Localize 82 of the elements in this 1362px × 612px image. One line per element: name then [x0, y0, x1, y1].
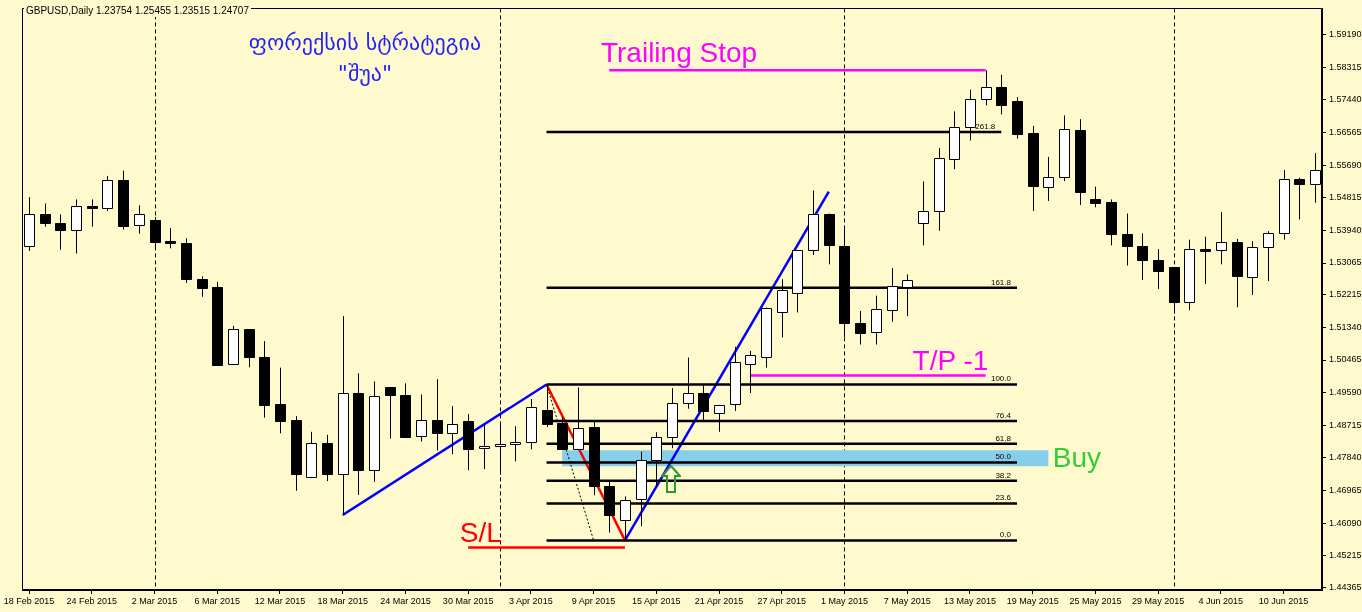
y-tick-label: 1.54815 [1329, 192, 1362, 203]
x-tick-label: 30 Mar 2015 [442, 595, 494, 606]
series-label: 38.2 [995, 470, 1012, 480]
candlestick [1263, 230, 1274, 282]
candlestick [134, 204, 145, 235]
x-tick-label: 19 May 2015 [1006, 595, 1059, 606]
series-label: 161.8 [990, 277, 1012, 287]
x-tick-label: 21 Apr 2015 [694, 595, 744, 606]
y-tick-label: 1.51340 [1329, 321, 1362, 332]
y-tick-label: 1.48715 [1329, 419, 1362, 430]
candlestick [416, 394, 427, 443]
x-tick-label: 29 May 2015 [1132, 595, 1185, 606]
y-tick-label: 1.47840 [1329, 452, 1362, 463]
y-tick-label: 1.44365 [1329, 582, 1362, 593]
candlestick [1090, 186, 1101, 208]
y-tick-label: 1.59190 [1329, 29, 1362, 39]
y-tick-label: 1.55690 [1329, 159, 1362, 170]
x-tick-label: 24 Feb 2015 [66, 595, 118, 606]
series-label: 23.6 [995, 493, 1012, 503]
y-tick-label: 1.46965 [1329, 485, 1362, 496]
candlestick [385, 386, 396, 440]
candlestick [871, 295, 882, 346]
candlestick [981, 69, 992, 106]
series-label: 100.0 [990, 374, 1012, 384]
x-tick-label: 18 Mar 2015 [317, 595, 368, 606]
x-tick-label: 1 May 2015 [820, 595, 869, 606]
candlestick [1153, 248, 1164, 290]
candlestick [1122, 213, 1133, 266]
candlestick [71, 198, 82, 254]
text: ფორექსის სტრატეგია "შუა" [247, 29, 483, 88]
series-label: 61.8 [995, 433, 1012, 443]
y-tick-label: 1.52215 [1329, 289, 1362, 300]
chart-subtitle: GBPUSD,Daily 1.23754 1.25455 1.23515 1.24707 [24, 5, 251, 17]
y-tick-label: 1.53940 [1329, 224, 1362, 235]
candlestick [432, 378, 443, 451]
candlestick [1137, 232, 1148, 281]
candlestick [55, 213, 66, 251]
annotation: Trailing Stop [600, 37, 758, 69]
candlestick [1200, 236, 1211, 285]
candlestick [510, 425, 521, 462]
candlestick [479, 424, 490, 470]
candlestick [996, 74, 1007, 115]
candlestick [275, 367, 286, 434]
x-tick-label: 7 May 2015 [883, 595, 931, 606]
x-tick-label: 6 Mar 2015 [194, 595, 240, 606]
candlestick [87, 198, 98, 228]
x-tick-label: 10 Jun 2015 [1258, 595, 1309, 606]
series-label: 0.0 [999, 530, 1012, 540]
x-tick-label: 18 Feb 2015 [3, 595, 55, 606]
series-label: 50.0 [995, 452, 1012, 462]
y-tick-label: 1.58315 [1329, 61, 1362, 72]
series-label: 76.4 [995, 411, 1012, 420]
candlestick [855, 310, 866, 346]
y-tick-label: 1.50465 [1329, 354, 1362, 365]
y-tick-label: 1.46090 [1329, 517, 1362, 528]
y-tick-label: 1.56565 [1329, 126, 1362, 137]
candlestick [1216, 211, 1227, 265]
x-tick-label: 27 Apr 2015 [757, 595, 807, 606]
y-tick-label: 1.53065 [1329, 257, 1362, 268]
x-tick-label: 2 Mar 2015 [131, 595, 178, 606]
x-tick-label: 12 Mar 2015 [254, 595, 306, 606]
x-tick-label: 3 Apr 2015 [509, 595, 553, 606]
candlestick [1294, 177, 1305, 221]
annotation: Buy [1052, 441, 1101, 473]
y-tick-label: 1.45215 [1329, 550, 1362, 561]
candlestick [447, 405, 458, 455]
x-tick-label: 25 May 2015 [1069, 595, 1122, 606]
candlestick [165, 227, 176, 249]
candlestick [40, 203, 51, 228]
x-tick-label: 4 Jun 2015 [1198, 595, 1244, 606]
y-tick-label: 1.49590 [1329, 387, 1362, 398]
x-tick-label: 15 Apr 2015 [632, 595, 681, 606]
annotation: S/L [459, 517, 502, 549]
x-tick-label: 24 Mar 2015 [380, 595, 431, 606]
x-tick-label: 9 Apr 2015 [571, 595, 616, 606]
series-label: 261.8 [975, 121, 996, 131]
x-tick-label: 13 May 2015 [943, 595, 996, 606]
candlestick [1043, 156, 1054, 202]
y-tick-label: 1.57440 [1329, 94, 1362, 105]
candlestick [197, 275, 208, 298]
candlestick [918, 181, 929, 246]
annotation: T/P -1 [912, 345, 989, 377]
